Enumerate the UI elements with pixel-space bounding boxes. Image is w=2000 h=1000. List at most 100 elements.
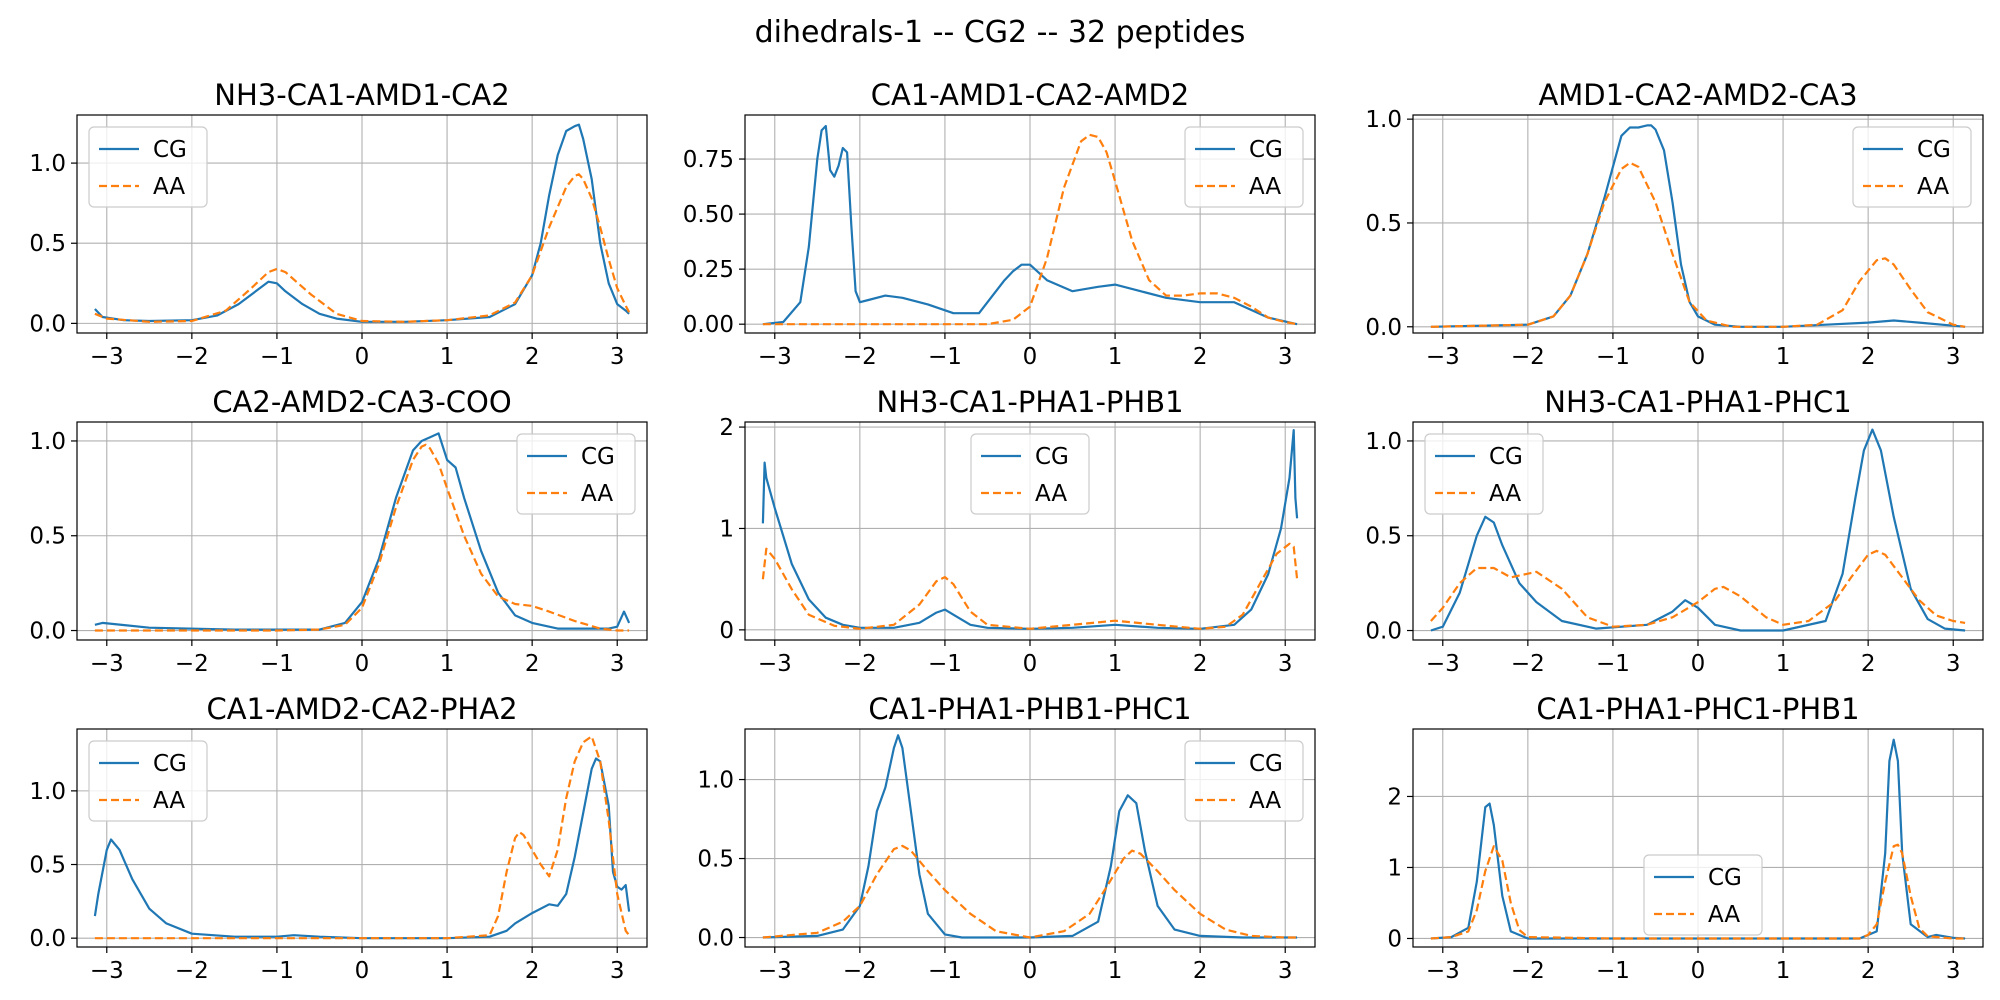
x-tick-label: 0 — [1023, 958, 1038, 984]
subplot-title: CA1-AMD1-CA2-AMD2 — [871, 78, 1189, 112]
x-tick-label: −1 — [928, 651, 962, 677]
x-tick-label: 1 — [1108, 651, 1123, 677]
x-tick-label: −1 — [260, 344, 294, 370]
x-tick-label: 1 — [1108, 958, 1123, 984]
x-tick-label: −1 — [1596, 344, 1630, 370]
x-tick-label: 2 — [1193, 651, 1208, 677]
y-tick-label: 0.5 — [29, 524, 66, 550]
y-tick-label: 0.5 — [29, 231, 66, 257]
x-tick-label: 3 — [1278, 651, 1293, 677]
series-line-cg — [1430, 428, 1966, 632]
x-tick-label: 0 — [1691, 958, 1706, 984]
y-tick-label: 1 — [719, 516, 734, 542]
series-line-aa — [762, 133, 1298, 326]
y-tick-label: 0.50 — [683, 202, 734, 228]
x-tick-label: −2 — [843, 651, 877, 677]
legend-label: CG — [1035, 444, 1069, 470]
legend-label: CG — [1249, 137, 1283, 163]
legend-label: AA — [581, 481, 613, 507]
x-tick-label: 2 — [525, 651, 540, 677]
legend-label: AA — [1249, 788, 1281, 814]
series-line-aa — [1430, 161, 1966, 328]
y-tick-label: 1.0 — [697, 768, 734, 794]
x-tick-label: 1 — [1776, 651, 1791, 677]
legend-label: CG — [1489, 444, 1523, 470]
legend: CG AA — [516, 433, 636, 515]
subplot-6: NH3-CA1-PHA1-PHC1 −3 −2 −1 0 1 2 3 0.0 0.5 1.0 CG AA — [1365, 385, 1984, 677]
legend-label: AA — [1035, 481, 1067, 507]
legend: CG AA — [1184, 126, 1304, 208]
legend-box — [1184, 740, 1304, 822]
legend-label: AA — [1489, 481, 1521, 507]
legend-label: AA — [1917, 174, 1949, 200]
legend: CG AA — [1643, 854, 1763, 936]
legend-box — [88, 126, 208, 208]
y-tick-label: 0.25 — [683, 257, 734, 283]
subplot-title: NH3-CA1-AMD1-CA2 — [214, 78, 509, 112]
x-tick-label: −3 — [1426, 651, 1460, 677]
y-tick-label: 1 — [1387, 855, 1402, 881]
series-line-aa — [94, 443, 630, 632]
series-line-aa — [94, 173, 631, 323]
x-tick-label: −3 — [90, 651, 124, 677]
x-tick-label: −3 — [90, 958, 124, 984]
x-tick-label: 3 — [610, 651, 625, 677]
legend-label: AA — [1708, 902, 1740, 928]
x-tick-label: 3 — [1946, 344, 1961, 370]
subplot-title: CA1-PHA1-PHB1-PHC1 — [868, 692, 1191, 726]
x-tick-label: 2 — [525, 344, 540, 370]
y-tick-label: 0.0 — [29, 619, 66, 645]
x-tick-label: 0 — [1691, 651, 1706, 677]
series-line-cg — [93, 757, 631, 940]
legend: CG AA — [88, 126, 208, 208]
x-tick-label: −3 — [758, 958, 792, 984]
legend-label: CG — [153, 137, 187, 163]
y-tick-label: 0.5 — [1365, 211, 1402, 237]
y-tick-label: 0 — [1387, 926, 1402, 952]
y-tick-label: 0 — [719, 618, 734, 644]
series-line-aa — [1430, 843, 1966, 940]
legend-label: AA — [153, 174, 185, 200]
x-tick-label: −3 — [758, 344, 792, 370]
x-tick-label: 2 — [1861, 651, 1876, 677]
legend-label: CG — [581, 444, 615, 470]
legend-label: AA — [1249, 174, 1281, 200]
legend: CG AA — [970, 433, 1090, 515]
x-tick-label: 2 — [1193, 344, 1208, 370]
x-tick-label: −2 — [175, 344, 209, 370]
subplot-title: NH3-CA1-PHA1-PHC1 — [1544, 385, 1851, 419]
y-tick-label: 0.0 — [1365, 315, 1402, 341]
x-tick-label: 1 — [440, 651, 455, 677]
x-tick-label: 0 — [1691, 344, 1706, 370]
x-tick-label: 2 — [525, 958, 540, 984]
x-tick-label: 0 — [355, 344, 370, 370]
x-tick-label: −2 — [175, 958, 209, 984]
x-tick-label: 2 — [1193, 958, 1208, 984]
x-tick-label: −1 — [260, 958, 294, 984]
y-tick-label: 0.5 — [29, 853, 66, 879]
x-tick-label: 0 — [355, 958, 370, 984]
x-tick-label: 1 — [1108, 344, 1123, 370]
legend-box — [1424, 433, 1544, 515]
legend: CG AA — [1184, 740, 1304, 822]
x-tick-label: 0 — [355, 651, 370, 677]
legend-box — [970, 433, 1090, 515]
x-tick-label: 1 — [440, 344, 455, 370]
y-tick-label: 0.75 — [683, 147, 734, 173]
subplot-grid: NH3-CA1-AMD1-CA2 −3 −2 −1 0 1 2 3 0.0 0.5 1.0 CG AA C… — [29, 78, 1984, 984]
series-line-aa — [1430, 549, 1966, 628]
legend: CG AA — [1852, 126, 1972, 208]
legend-label: CG — [1917, 137, 1951, 163]
subplot-title: CA1-PHA1-PHC1-PHB1 — [1536, 692, 1859, 726]
y-tick-label: 1.0 — [29, 151, 66, 177]
y-tick-label: 0.0 — [29, 926, 66, 952]
y-tick-label: 1.0 — [29, 779, 66, 805]
y-tick-label: 0.00 — [683, 312, 734, 338]
subplot-8: CA1-PHA1-PHB1-PHC1 −3 −2 −1 0 1 2 3 0.0 0.5 1.0 CG A… — [697, 692, 1316, 984]
x-tick-label: −2 — [1511, 344, 1545, 370]
legend-label: AA — [153, 788, 185, 814]
x-tick-label: 3 — [610, 958, 625, 984]
subplot-7: CA1-AMD2-CA2-PHA2 −3 −2 −1 0 1 2 3 0.0 0.5 1.0 CG AA — [29, 692, 648, 984]
series-line-cg — [761, 429, 1299, 630]
